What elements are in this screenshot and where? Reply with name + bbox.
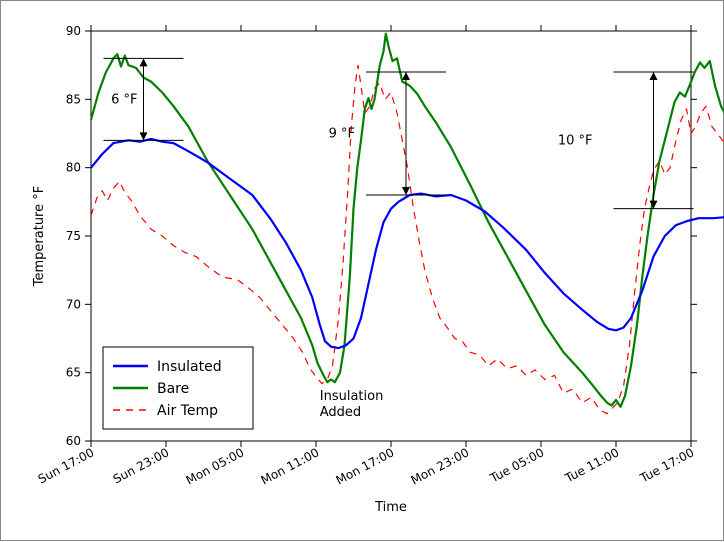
y-tick-label: 70 <box>66 297 81 311</box>
x-tick-label: Mon 11:00 <box>259 445 322 487</box>
y-tick-label: 85 <box>66 92 81 106</box>
arrowhead-icon <box>650 72 658 80</box>
temperature-chart: 60 65 70 75 80 85 90 Temperature °F Sun 17:00 Sun… <box>1 1 724 542</box>
arrowhead-icon <box>140 58 148 66</box>
x-tick-label: Mon 23:00 <box>409 445 472 487</box>
x-tick-label: Mon 17:00 <box>334 445 397 487</box>
y-tick-label: 60 <box>66 434 81 448</box>
x-tick-label: Tue 05:00 <box>487 445 546 485</box>
series-insulated <box>91 139 724 348</box>
x-axis-label: Time <box>374 500 407 515</box>
x-tick-label: Sun 17:00 <box>36 445 97 486</box>
annotation-label: 6 °F <box>111 92 137 107</box>
legend-label: Insulated <box>157 359 222 375</box>
annotation-text: Added <box>320 405 361 420</box>
y-axis-label: Temperature °F <box>32 186 47 287</box>
y-tick-label: 90 <box>66 24 81 38</box>
annotation-label: 10 °F <box>558 133 593 148</box>
y-tick-label: 65 <box>66 366 81 380</box>
x-tick-label: Mon 05:00 <box>184 445 247 487</box>
x-tick-label: Tue 11:00 <box>562 445 621 485</box>
annotation-text: Insulation <box>320 389 384 404</box>
arrowhead-icon <box>402 72 410 80</box>
annotation-label: 9 °F <box>329 127 355 142</box>
y-tick-label: 75 <box>66 229 81 243</box>
arrowhead-icon <box>402 187 410 195</box>
x-tick-label: Sun 23:00 <box>111 445 172 486</box>
x-tick-label: Tue 17:00 <box>637 445 696 485</box>
y-tick-label: 80 <box>66 161 81 175</box>
chart-container: 60 65 70 75 80 85 90 Temperature °F Sun 17:00 Sun… <box>0 0 724 541</box>
legend-label: Bare <box>157 381 189 397</box>
legend-label: Air Temp <box>157 403 218 419</box>
